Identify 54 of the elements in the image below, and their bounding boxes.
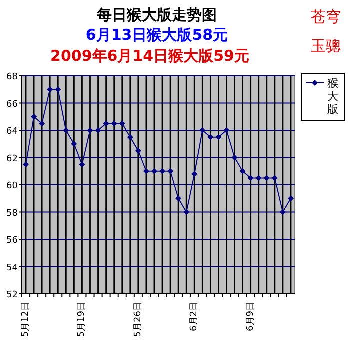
legend-label: 猴大版	[328, 77, 338, 116]
point	[95, 128, 102, 134]
text: 苍穹玉骢	[311, 8, 341, 55]
point	[280, 209, 286, 216]
y-tick-label: 54	[6, 263, 18, 274]
text: 2009年6月14日猴大版59元	[50, 47, 250, 65]
point	[232, 154, 238, 161]
y-tick-label: 64	[6, 127, 18, 137]
point	[71, 141, 78, 148]
y-tick-label: 66	[6, 100, 18, 110]
point	[176, 196, 182, 202]
chart-title: 每日猴大版走势图	[96, 6, 217, 24]
point	[264, 175, 270, 182]
point	[135, 148, 142, 154]
x-tick-label: 5月12日	[21, 302, 32, 338]
point	[63, 128, 70, 134]
x-tick-label: 6月2日	[190, 302, 200, 332]
point	[103, 120, 110, 127]
point	[288, 196, 294, 202]
point	[192, 171, 198, 178]
point	[256, 175, 262, 182]
y-tick-label: 56	[6, 236, 18, 246]
y-tick-label: 62	[6, 154, 18, 164]
point	[208, 134, 214, 140]
x-tick-label: 6月9日	[246, 302, 256, 332]
point	[216, 134, 222, 140]
y-tick-label: 68	[6, 72, 18, 82]
point	[111, 120, 118, 127]
point	[168, 168, 174, 174]
point	[240, 168, 246, 174]
legend: 猴大版	[302, 74, 346, 122]
point	[127, 134, 134, 140]
point	[23, 162, 30, 168]
y-tick-label: 52	[6, 290, 18, 300]
y-tick-label: 60	[6, 182, 18, 192]
point	[39, 120, 46, 127]
point	[119, 120, 126, 127]
y-tick-label: 58	[6, 208, 18, 219]
point	[160, 168, 166, 174]
point	[151, 168, 158, 174]
x-tick-label: 5月19日	[77, 302, 88, 338]
chart-subtitle: 6月13日猴大版58元	[86, 26, 228, 44]
point	[272, 175, 278, 182]
x-tick-label: 5月26日	[133, 302, 144, 338]
point	[248, 175, 254, 182]
point	[224, 128, 230, 134]
point	[31, 114, 38, 120]
point	[184, 209, 190, 216]
point	[55, 86, 62, 93]
point	[47, 86, 54, 93]
point	[79, 162, 86, 168]
point	[200, 128, 206, 134]
point	[87, 128, 94, 134]
point	[143, 168, 150, 174]
